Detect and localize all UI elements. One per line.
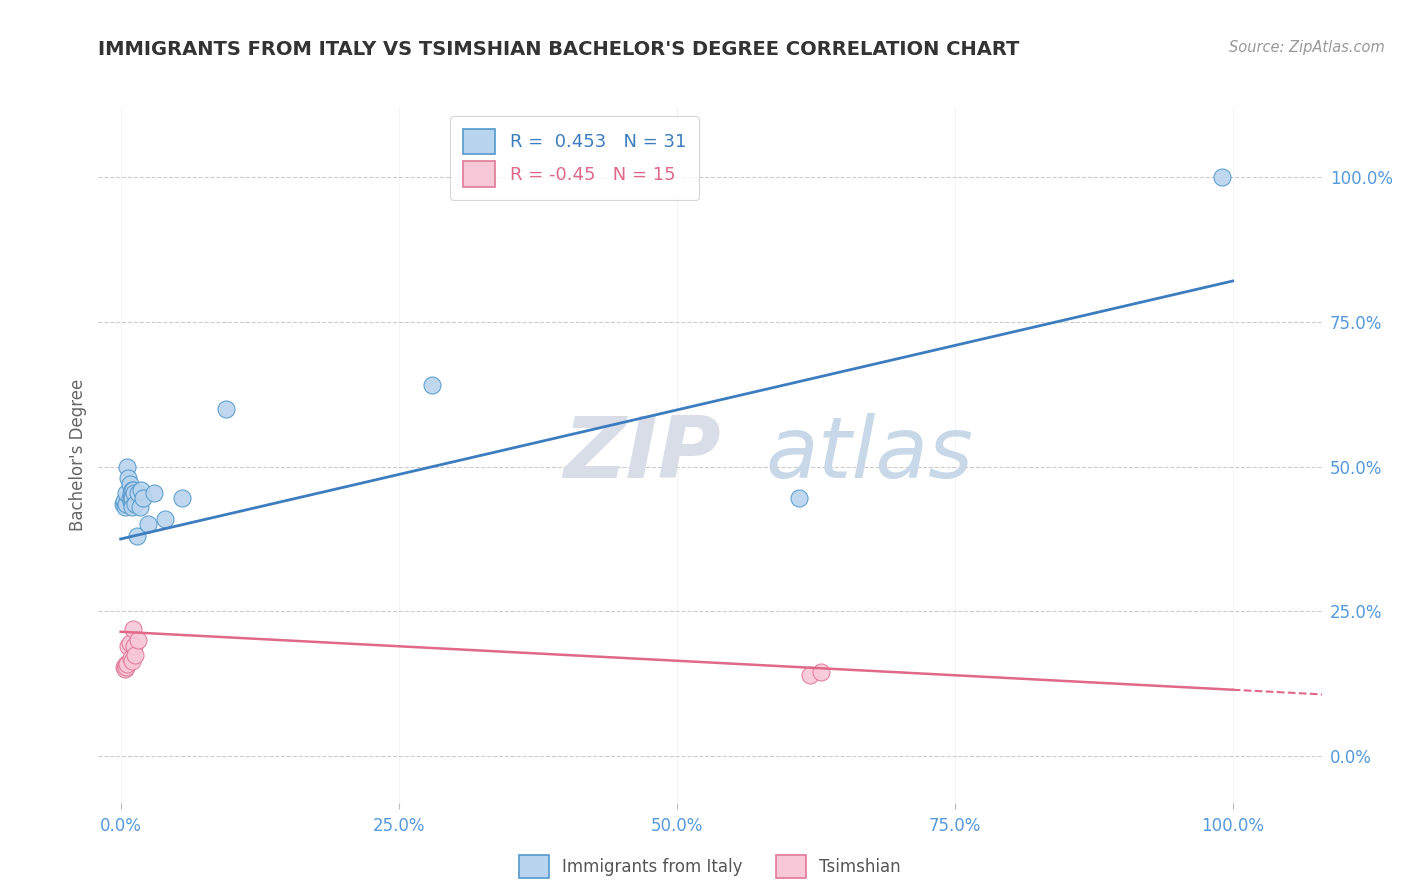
Point [124, 648, 146, 662]
Point [122, 485, 145, 500]
Point [121, 491, 143, 506]
Point [115, 485, 138, 500]
Point [121, 654, 143, 668]
Point [122, 639, 145, 653]
Point [118, 491, 141, 506]
Point [127, 633, 149, 648]
Point [799, 668, 821, 682]
Text: IMMIGRANTS FROM ITALY VS TSIMSHIAN BACHELOR'S DEGREE CORRELATION CHART: IMMIGRANTS FROM ITALY VS TSIMSHIAN BACHE… [98, 40, 1019, 59]
Point [114, 500, 136, 514]
Point [115, 497, 138, 511]
Point [112, 494, 135, 508]
Point [810, 665, 832, 680]
Point [143, 485, 166, 500]
Point [117, 471, 139, 485]
Point [120, 494, 142, 508]
Point [1211, 169, 1233, 184]
Point [124, 497, 146, 511]
Point [215, 401, 238, 416]
Point [112, 659, 135, 673]
Point [121, 497, 143, 511]
Point [118, 636, 141, 650]
Point [114, 662, 136, 677]
Point [117, 639, 139, 653]
Point [115, 659, 138, 673]
Y-axis label: Bachelor's Degree: Bachelor's Degree [69, 379, 87, 531]
Point [138, 517, 160, 532]
Point [118, 476, 141, 491]
Point [127, 529, 149, 543]
Point [122, 483, 145, 497]
Point [121, 500, 143, 514]
Point [121, 483, 143, 497]
Point [128, 500, 150, 514]
Point [170, 491, 193, 506]
Text: atlas: atlas [765, 413, 973, 497]
Point [129, 483, 152, 497]
Point [120, 485, 142, 500]
Text: ZIP: ZIP [564, 413, 721, 497]
Point [787, 491, 810, 506]
Point [115, 657, 138, 671]
Point [132, 491, 155, 506]
Point [120, 651, 142, 665]
Legend: Immigrants from Italy, Tsimshian: Immigrants from Italy, Tsimshian [512, 848, 908, 885]
Text: Source: ZipAtlas.com: Source: ZipAtlas.com [1229, 40, 1385, 55]
Point [117, 459, 139, 474]
Point [111, 497, 134, 511]
Point [122, 622, 145, 636]
Point [117, 657, 139, 671]
Point [127, 485, 149, 500]
Point [420, 378, 443, 392]
Point [153, 512, 176, 526]
